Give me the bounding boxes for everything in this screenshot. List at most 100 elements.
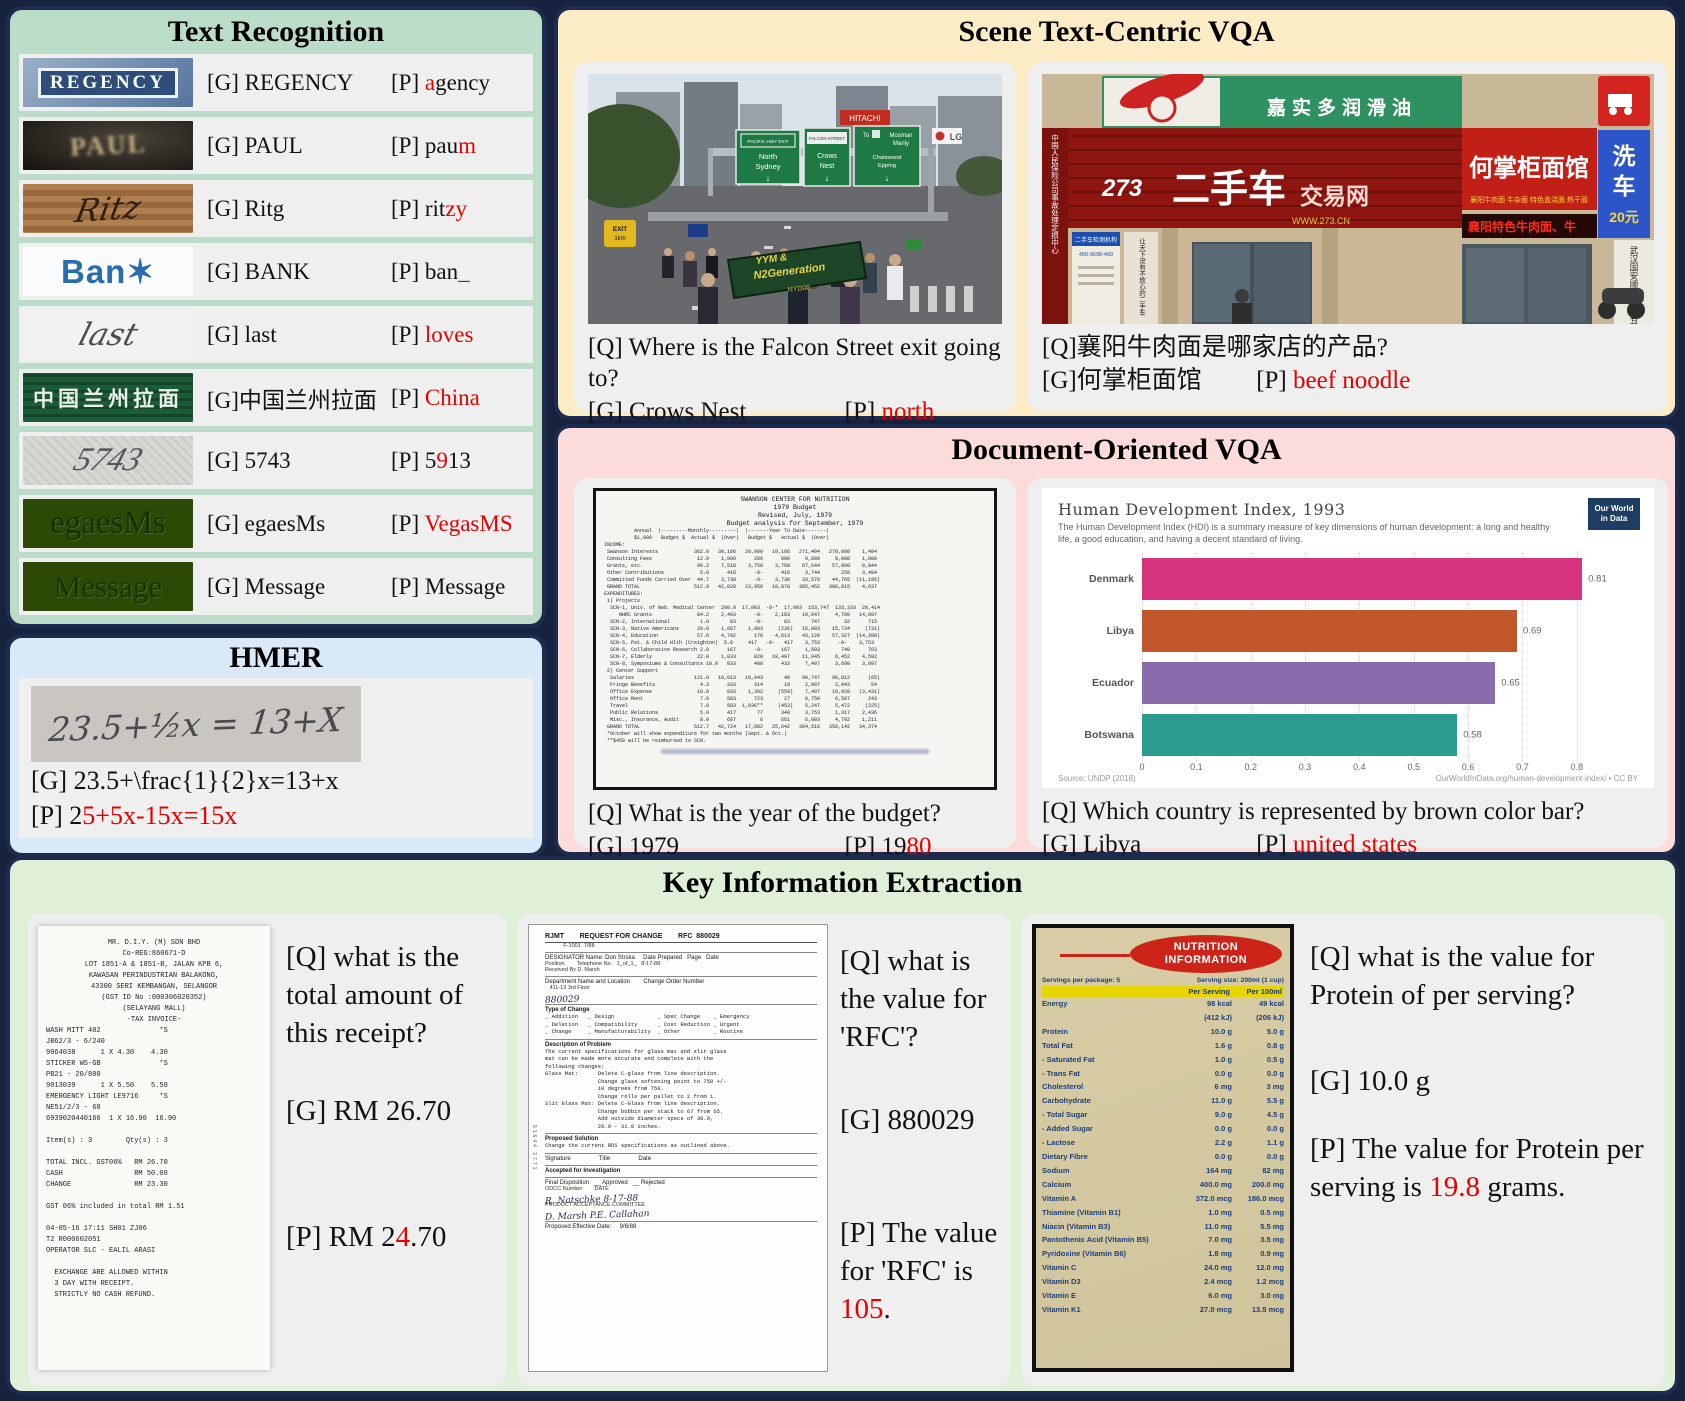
budget-line: GRAND TOTAL 512.9 42,828 23,950 18,878 3…: [604, 584, 878, 590]
nutrition-row: Energy 98 kcal 49 kcal: [1042, 997, 1284, 1011]
per-100ml-value: 0.0 g: [1266, 1124, 1284, 1134]
text-segment: 13: [447, 447, 471, 473]
chart-source: Source: UNDP (2018): [1058, 774, 1136, 783]
per-100ml-value: 0.9 mg: [1260, 1249, 1284, 1259]
error-segment: VegasMS: [424, 510, 513, 536]
nutrient-name: Thiamine (Vitamin B1): [1042, 1207, 1121, 1217]
budget-line: 1) Projects: [604, 598, 641, 604]
exit-sign-line2: 1km: [614, 236, 625, 242]
scene-right-answers: [G]何掌柜面馆 [P] beef noodle: [1042, 365, 1654, 396]
form-line: Description of Problem: [545, 1038, 817, 1048]
per-100ml-value: 200.0 mg: [1251, 1179, 1284, 1189]
form-line: 10 degrees from 750.: [545, 1085, 664, 1092]
sign2-top-text: FALCON STREET: [809, 136, 845, 141]
nutrient-name: Dietary Fibre: [1042, 1151, 1088, 1161]
bar-value-label: 0.58: [1463, 729, 1482, 741]
hmer-title: HMER: [229, 641, 323, 674]
form-line: F-1001 7/88: [545, 943, 595, 949]
error-segment: 4: [395, 1221, 411, 1253]
doc-left-question: [Q] What is the year of the budget?: [588, 800, 941, 827]
kie-rfc-question: [Q] what is the value for 'RFC'?: [840, 945, 987, 1053]
form-line: Change the current RDS specifications as…: [545, 1142, 730, 1149]
ground-truth-text: [G] 5743: [207, 447, 291, 473]
hmer-sample: 23.5+½x = 13+X [G] 23.5+\frac{1}{2}x=13+…: [19, 678, 533, 838]
recognition-sample-row: PAUL [G] PAUL [P] paum: [19, 117, 533, 174]
per-serving-value: 10.0 g: [1210, 1026, 1232, 1036]
nutrition-row: Vitamin E 6.0 mg 3.0 mg: [1042, 1289, 1284, 1303]
per-serving-value: 1.0 mg: [1208, 1207, 1232, 1217]
receipt-line: STICKER WS-GB *S: [46, 1060, 168, 1068]
sample-image-text: 5743: [69, 442, 148, 478]
per-serving-value: 6 mg: [1214, 1082, 1232, 1092]
chart-bar-row: Denmark 0.81: [1058, 553, 1638, 605]
form-line: _ Deletion _ Compatibility _ Cost Reduct…: [545, 1020, 740, 1028]
owid-logo-line2: in Data: [1600, 514, 1628, 523]
nutrition-row: - Saturated Fat 1.0 g 0.5 g: [1042, 1053, 1284, 1067]
nutrient-name: Protein: [1042, 1026, 1068, 1036]
budget-line: $1,000 Budget $ Actual $ (Over) Budget $…: [604, 535, 830, 541]
kie-nutrition-ground-truth: [G] 10.0 g: [1310, 1065, 1431, 1097]
budget-line: Committed Funds Carried Over 44.7 3,730 …: [604, 577, 881, 583]
prediction-text: [P] ritzy: [391, 196, 533, 222]
chart-gridline: [1468, 553, 1470, 761]
nutrient-name: Calcium: [1042, 1179, 1072, 1189]
error-segment: beef noodle: [1293, 367, 1411, 394]
doc-left-answers: [G] 1979 [P] 1980: [588, 831, 1002, 862]
x-tick-label: 0.4: [1353, 762, 1366, 772]
receipt-header-line: (SELAYANG MALL): [122, 1005, 186, 1013]
text-segment: [P]: [1256, 367, 1293, 394]
text-segment: [P] 5: [391, 447, 437, 473]
x-tick-label: 0.2: [1244, 762, 1257, 772]
error-segment: 105: [840, 1293, 884, 1325]
insurance-banner-text: 中国人民保险公司事故处理定损中心: [1050, 133, 1059, 255]
prediction-text: [P] paum: [391, 133, 533, 159]
chart-bar-row: Botswana 0.58: [1058, 709, 1638, 761]
receipt-line: PB21 - 20/800: [46, 1071, 101, 1079]
inspection-poster-phone: 400-9698-469: [1079, 252, 1113, 258]
chart-gridlines: [1142, 553, 1604, 761]
chart-bar: [1142, 714, 1458, 756]
budget-line: Grants, etc. 90.2 7,518 3,750 3,768 67,6…: [604, 563, 878, 569]
nutrient-name: Vitamin C: [1042, 1263, 1077, 1273]
shop-name-sign: 何掌柜面馆: [1469, 154, 1589, 182]
handwritten-formula-image: 23.5+½x = 13+X: [31, 686, 361, 762]
chart-title: Human Development Index, 1993: [1058, 500, 1346, 519]
bar-category-label: Libya: [1106, 625, 1134, 637]
chart-bar: [1142, 610, 1518, 652]
nutrient-name: - Added Sugar: [1042, 1124, 1093, 1134]
x-tick-label: 0.6: [1461, 762, 1475, 772]
per-100ml-value: 186.0 mcg: [1247, 1193, 1284, 1203]
text-segment: [P]: [391, 384, 425, 410]
form-line: following changes:: [545, 1062, 605, 1070]
hitachi-sign-text: HITACHI: [849, 114, 880, 123]
hmer-prediction: [P] 25+5x-15x=15x: [31, 799, 521, 832]
nutrition-row: Protein 10.0 g 5.0 g: [1042, 1025, 1284, 1039]
text-recognition-panel: Text Recognition REGENCY [G] REGENCY [P] a…: [6, 6, 546, 628]
per-100ml-value: 5.0 g: [1266, 1026, 1284, 1036]
document-vqa-title: Document-Oriented VQA: [951, 433, 1282, 466]
chart-gridline: [1576, 553, 1578, 761]
bar-track: 0.65: [1142, 662, 1604, 704]
kie-receipt-question: [Q] what is the total amount of this rec…: [286, 941, 464, 1049]
sign3-arrow: ↓: [885, 173, 890, 183]
sample-image: last: [23, 310, 193, 359]
receipt-line: CHANGE RM 23.30: [46, 1181, 168, 1189]
per-serving-value: (412 kJ): [1204, 1012, 1232, 1022]
nutrition-row: (412 kJ) (206 kJ): [1042, 1011, 1284, 1025]
recognition-sample-row: 中国兰州拉面 [G]中国兰州拉面 [P] China: [19, 369, 533, 426]
doc-right-ground-truth: [G] Libya: [1042, 831, 1142, 858]
form-line: Department Name and Location Change Orde…: [545, 976, 817, 985]
form-line: Change bobbin per stack to 67 from 65.: [545, 1107, 724, 1115]
budget-line: Office Rent 7.0 583 723 27 6,750 6,507 2…: [604, 696, 878, 702]
kie-nutrition-text: [Q] what is the value for Protein of per…: [1310, 938, 1658, 1206]
chart-gridline: [1522, 553, 1524, 761]
receipt-line: EMERGENCY LIGHT LE9716 *S: [46, 1093, 168, 1101]
budget-line: SCN-3, Native Americans 20.0 1,667 1,903…: [604, 626, 881, 632]
budget-header-line: Revised, July, 1979: [757, 512, 833, 519]
per-serving-value: 11.0 mg: [1204, 1221, 1232, 1231]
form-line: Proposed Solution: [545, 1133, 817, 1142]
per-serving-value: 164 mg: [1206, 1165, 1232, 1175]
nutrition-label: NUTRITION INFORMATION Servings per packa…: [1036, 928, 1290, 1368]
budget-line: Consulting Fees 12.0 1,000 200 800 9,000…: [604, 556, 878, 562]
chart-footer: Source: UNDP (2018) OurWorldInData.org/h…: [1058, 774, 1638, 783]
